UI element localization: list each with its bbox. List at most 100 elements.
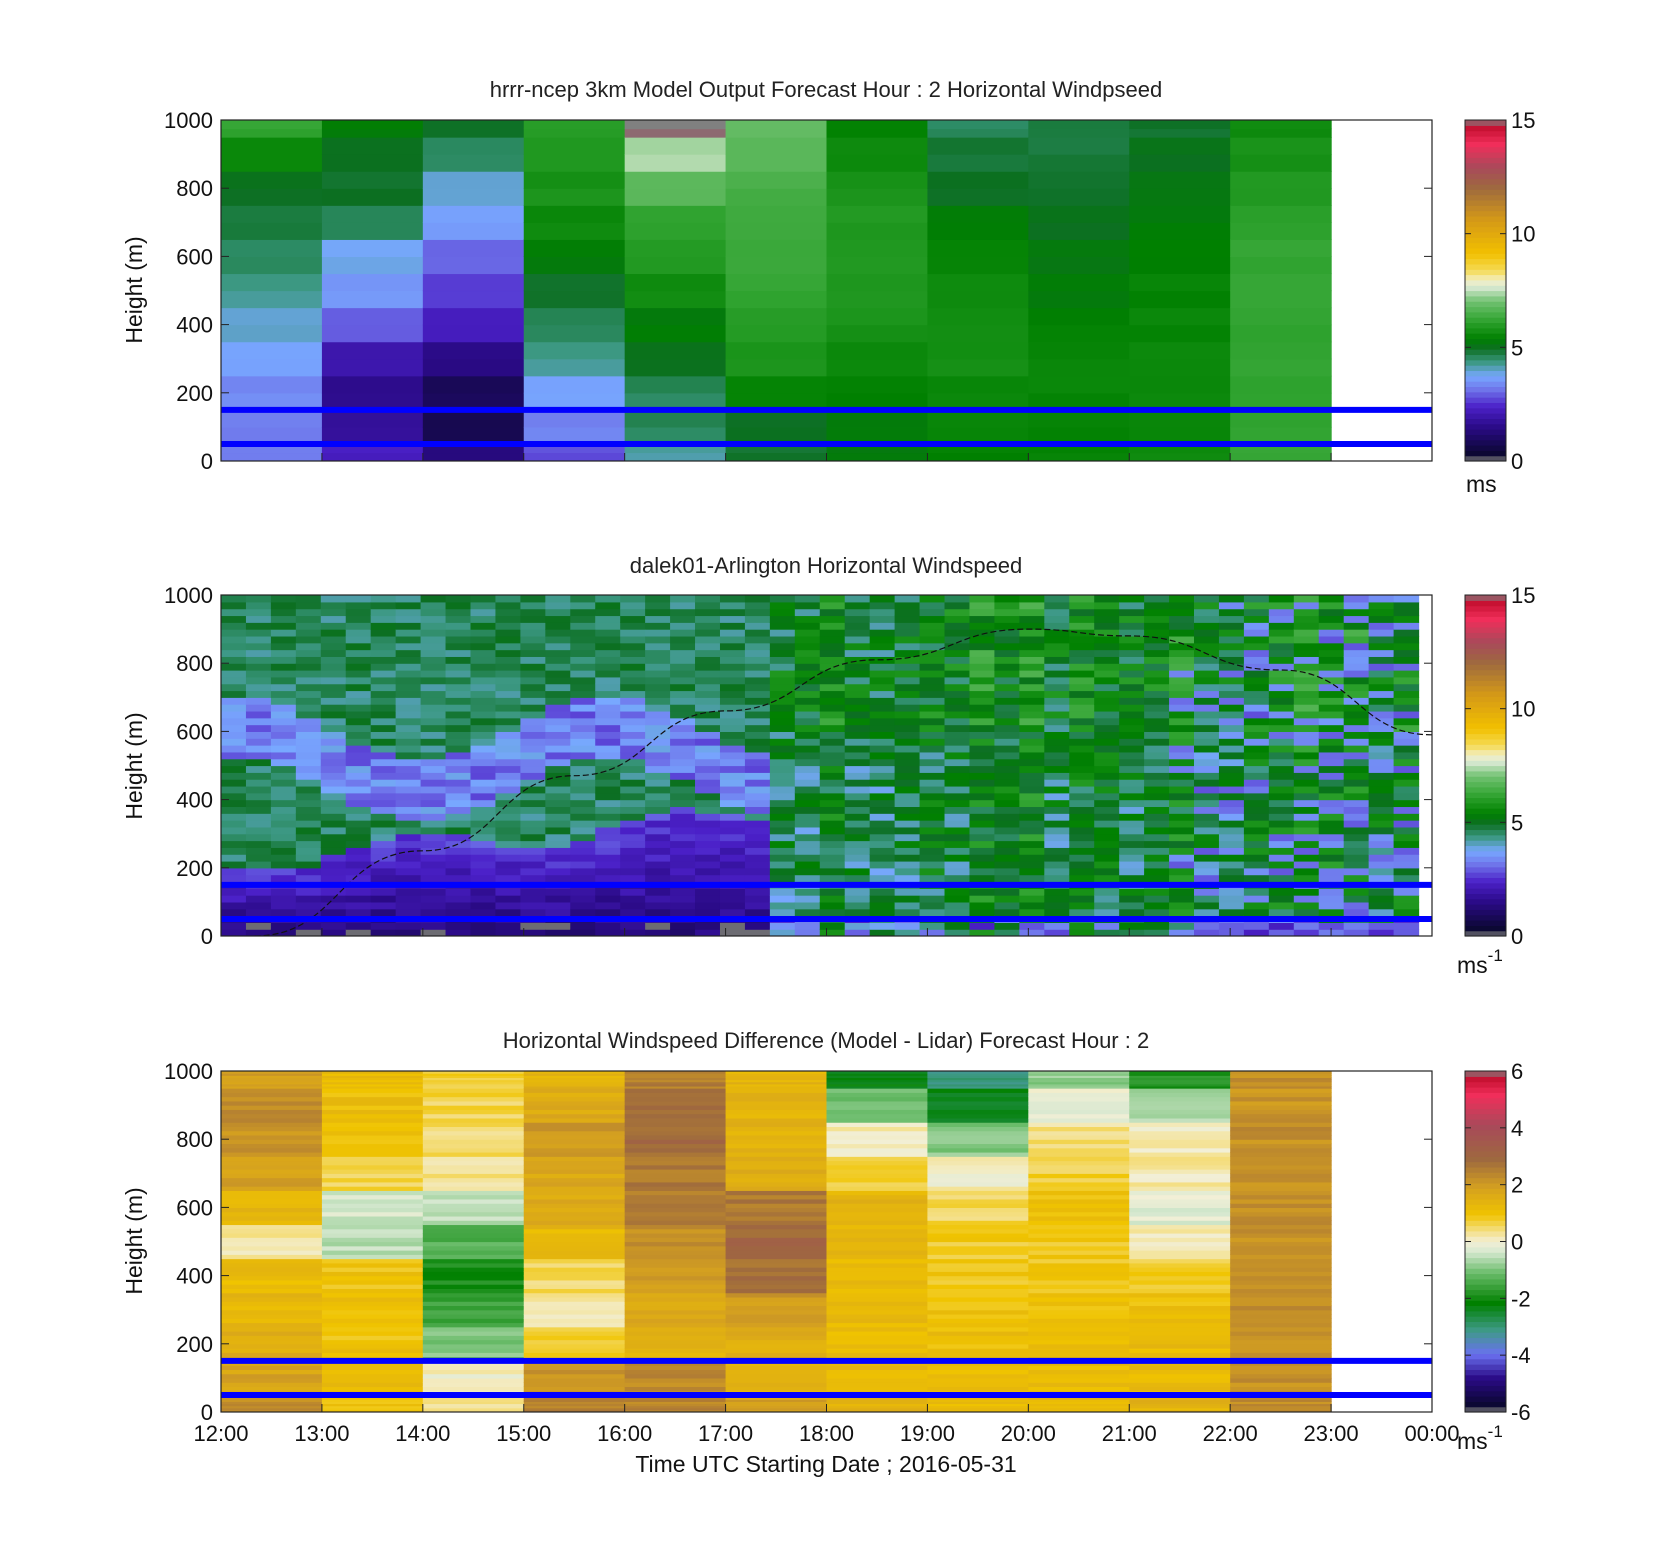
heatmap-cell bbox=[927, 1262, 1029, 1268]
heatmap-cell bbox=[422, 1397, 525, 1400]
heatmap-cell bbox=[1144, 656, 1170, 664]
heatmap-cell bbox=[969, 901, 996, 910]
heatmap-cell bbox=[1119, 615, 1145, 623]
heatmap-cell bbox=[894, 929, 921, 936]
heatmap-cell bbox=[523, 1169, 626, 1174]
heatmap-cell bbox=[826, 1407, 929, 1411]
heatmap-cell bbox=[1293, 676, 1320, 685]
heatmap-cell bbox=[470, 847, 497, 855]
heatmap-cell bbox=[422, 1399, 525, 1402]
heatmap-cell bbox=[927, 1083, 1029, 1087]
heatmap-cell bbox=[844, 895, 871, 903]
heatmap-cell bbox=[270, 663, 297, 671]
heatmap-cell bbox=[1268, 622, 1295, 630]
heatmap-cell bbox=[1019, 649, 1045, 657]
x-tick-label: 00:00 bbox=[1404, 1421, 1459, 1446]
heatmap-cell bbox=[869, 683, 896, 692]
difference-reference-lines bbox=[221, 1357, 1432, 1398]
heatmap-cell bbox=[245, 683, 272, 692]
heatmap-cell bbox=[321, 1100, 424, 1106]
heatmap-cell bbox=[725, 171, 828, 189]
heatmap-cell bbox=[1169, 738, 1195, 746]
heatmap-cell bbox=[944, 738, 971, 746]
heatmap-cell bbox=[819, 704, 846, 712]
y-tick-label: 400 bbox=[176, 313, 213, 338]
heatmap-cell bbox=[1218, 840, 1245, 848]
heatmap-cell bbox=[794, 615, 821, 623]
heatmap-cell bbox=[221, 375, 323, 394]
heatmap-cell bbox=[523, 1365, 626, 1370]
heatmap-cell bbox=[523, 1100, 626, 1106]
heatmap-cell bbox=[1169, 635, 1195, 644]
heatmap-cell bbox=[620, 635, 646, 644]
heatmap-cell bbox=[395, 867, 422, 876]
heatmap-cell bbox=[794, 656, 821, 664]
heatmap-cell bbox=[944, 847, 971, 855]
heatmap-cell bbox=[927, 137, 1029, 155]
heatmap-cell bbox=[927, 1313, 1029, 1319]
heatmap-cell bbox=[1129, 1092, 1231, 1098]
heatmap-cell bbox=[320, 595, 347, 603]
heatmap-cell bbox=[221, 717, 247, 726]
heatmap-cell bbox=[422, 1105, 525, 1110]
heatmap-cell bbox=[927, 1139, 1029, 1145]
heatmap-cell bbox=[944, 929, 971, 936]
heatmap-cell bbox=[1028, 1267, 1130, 1272]
model-heatmap bbox=[221, 120, 1332, 461]
heatmap-cell bbox=[994, 642, 1020, 651]
heatmap-cell bbox=[370, 922, 397, 930]
heatmap-cell bbox=[595, 799, 621, 808]
heatmap-cell bbox=[1169, 731, 1195, 739]
heatmap-cell bbox=[1019, 860, 1045, 869]
heatmap-cell bbox=[1343, 908, 1370, 917]
heatmap-cell bbox=[620, 779, 646, 787]
heatmap-cell bbox=[1169, 663, 1195, 671]
heatmap-cell bbox=[624, 1169, 727, 1174]
heatmap-cell bbox=[819, 840, 846, 848]
heatmap-cell bbox=[1028, 1134, 1130, 1140]
heatmap-cell bbox=[725, 1348, 828, 1353]
heatmap-cell bbox=[1169, 717, 1195, 726]
heatmap-cell bbox=[927, 1109, 1029, 1115]
heatmap-cell bbox=[695, 635, 721, 644]
heatmap-cell bbox=[969, 785, 996, 794]
heatmap-cell bbox=[670, 745, 696, 753]
heatmap-cell bbox=[420, 697, 447, 705]
heatmap-cell bbox=[826, 1207, 929, 1213]
heatmap-cell bbox=[624, 1335, 727, 1341]
heatmap-cell bbox=[725, 1288, 828, 1294]
heatmap-cell bbox=[670, 765, 696, 773]
heatmap-cell bbox=[1129, 1232, 1231, 1238]
heatmap-cell bbox=[595, 635, 621, 644]
heatmap-cell bbox=[1119, 840, 1145, 848]
heatmap-cell bbox=[321, 1258, 424, 1264]
heatmap-cell bbox=[624, 409, 727, 428]
heatmap-cell bbox=[1268, 758, 1295, 767]
heatmap-cell bbox=[523, 1271, 626, 1277]
heatmap-cell bbox=[470, 601, 497, 610]
heatmap-cell bbox=[1194, 772, 1220, 780]
heatmap-cell bbox=[624, 1177, 727, 1183]
heatmap-cell bbox=[725, 375, 828, 394]
heatmap-cell bbox=[624, 1164, 727, 1170]
heatmap-cell bbox=[321, 120, 424, 130]
heatmap-cell bbox=[969, 854, 996, 862]
heatmap-cell bbox=[422, 409, 525, 428]
heatmap-cell bbox=[1019, 601, 1045, 610]
heatmap-cell bbox=[645, 895, 671, 903]
heatmap-cell bbox=[894, 676, 921, 685]
y-tick-label: 0 bbox=[201, 1400, 213, 1425]
heatmap-cell bbox=[826, 1105, 929, 1110]
heatmap-cell bbox=[919, 683, 946, 692]
heatmap-cell bbox=[1343, 676, 1370, 685]
heatmap-cell bbox=[1169, 642, 1195, 651]
heatmap-cell bbox=[1230, 1085, 1332, 1089]
heatmap-cell bbox=[523, 1382, 626, 1388]
heatmap-cell bbox=[670, 908, 696, 917]
heatmap-cell bbox=[422, 443, 525, 454]
heatmap-cell bbox=[1230, 1117, 1332, 1123]
heatmap-cell bbox=[1368, 792, 1395, 801]
heatmap-cell bbox=[1230, 1109, 1332, 1115]
heatmap-cell bbox=[1129, 1318, 1231, 1324]
heatmap-cell bbox=[245, 649, 272, 657]
